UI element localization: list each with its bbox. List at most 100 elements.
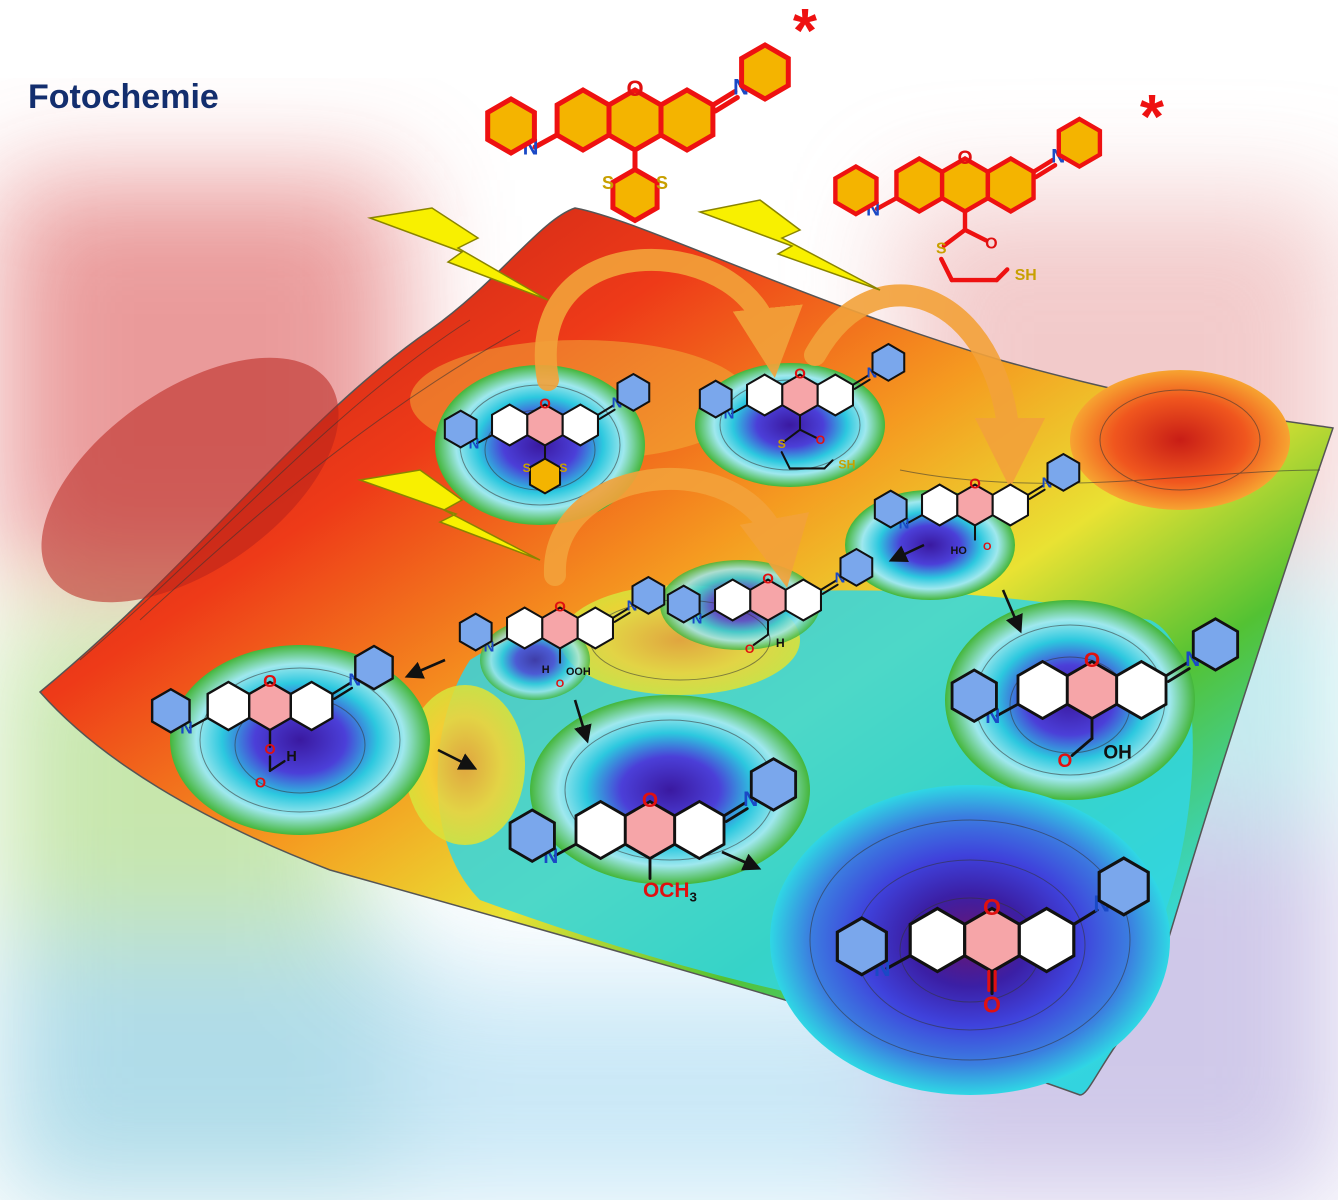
oxygen-label: O <box>816 433 826 447</box>
carboxylic-acid-dye: ONN+OOH <box>950 617 1240 772</box>
oxygen-label: O <box>255 776 266 792</box>
aromatic-ring <box>206 680 251 732</box>
aromatic-ring <box>1115 659 1168 721</box>
piperidine-ring <box>1097 856 1150 917</box>
aromatic-ring <box>985 156 1036 214</box>
formate-dye: ONN+OHO <box>150 644 394 792</box>
oxygen-label: O <box>983 894 1001 920</box>
iminium-nitrogen-label: N <box>627 598 638 615</box>
aromatic-ring <box>991 483 1029 527</box>
sulfur-label: S <box>936 241 947 258</box>
oxygen-label: O <box>626 76 643 101</box>
piperidine-ring <box>698 379 733 419</box>
piperidine-ring <box>666 584 701 624</box>
oxygen-label: O <box>642 789 658 812</box>
oxygen-label: O <box>554 599 566 616</box>
dithiane-ring <box>610 166 660 224</box>
reaction-arrow-icon <box>404 658 446 679</box>
hydrogen-label: H <box>542 664 550 676</box>
oxygen-label: O <box>1058 751 1073 772</box>
aromatic-ring <box>673 799 726 861</box>
aromatic-ring <box>574 799 627 861</box>
piperidine-ring <box>458 612 493 652</box>
piperidine-ring <box>443 409 478 449</box>
oxygen-label: O <box>957 147 972 169</box>
piperidine-ring <box>749 757 798 812</box>
piperidine-ring <box>950 668 998 723</box>
piperidine-ring <box>873 489 908 529</box>
iminium-nitrogen-label: N <box>835 570 846 587</box>
hydroxyl-label: OH <box>1103 742 1132 763</box>
aromatic-ring <box>921 483 959 527</box>
aromatic-ring <box>554 87 612 153</box>
sulfur-label: S <box>559 461 567 475</box>
piperidine-ring <box>739 42 791 102</box>
nitrogen-label: N <box>469 435 480 452</box>
oxygen-label: O <box>762 571 774 588</box>
aromatic-ring <box>576 606 614 650</box>
aromatic-ring <box>506 606 544 650</box>
reaction-arrow-icon <box>437 748 478 770</box>
aromatic-ring <box>784 578 822 622</box>
aromatic-ring <box>894 156 945 214</box>
aromatic-ring <box>1017 906 1076 974</box>
oxygen-label: O <box>985 235 997 252</box>
hydroxyl-label: HO <box>951 545 967 557</box>
sulfur-label: S <box>778 437 786 451</box>
aromatic-ring <box>746 373 784 417</box>
hydroperoxyl-label: OOH <box>566 666 591 678</box>
piperidine-ring <box>839 547 874 587</box>
lightning-bolt-icon <box>367 207 549 301</box>
nitrogen-label: N <box>692 610 703 627</box>
oxygen-label: O <box>745 642 755 656</box>
hydrogen-label: H <box>286 749 296 765</box>
curved-arrow-icon <box>543 467 809 588</box>
lightning-bolt-icons <box>357 199 881 561</box>
aldehyde-dye: ONN+OH <box>666 547 874 656</box>
oxygen-label: O <box>539 396 551 413</box>
piperidine-ring <box>871 342 906 382</box>
thiol-label: SH <box>1015 267 1037 284</box>
molecule-layer: ONN+SSONN+OSSHONN+SSONN+OSSHONN+HOOONN+O… <box>150 42 1240 1017</box>
iminium-nitrogen-label: N <box>612 395 623 412</box>
piperidine-ring <box>1046 452 1081 492</box>
sulfur-label: S <box>602 173 614 193</box>
hydrogen-label: H <box>776 636 785 650</box>
reaction-arrow-icon <box>573 699 592 744</box>
excited-dithiane-dye: ONN+SS <box>485 42 791 224</box>
reaction-arrows <box>404 543 1023 871</box>
piperidine-ring <box>835 916 888 977</box>
piperidine-ring <box>1056 116 1103 170</box>
page-title: Fotochemie <box>28 78 219 116</box>
dithiane-ring <box>528 457 562 495</box>
iminium-nitrogen-label: N <box>867 365 878 382</box>
sulfur-label: S <box>523 461 531 475</box>
piperidine-ring <box>631 575 666 615</box>
excited-state-asterisk-2: * <box>1140 83 1165 152</box>
methoxy-label: OCH3 <box>643 879 697 905</box>
thiol-label: SH <box>838 457 855 471</box>
oxygen-label: O <box>556 678 564 690</box>
methoxy-dye: ONN+OCH3 <box>508 757 798 905</box>
oxygen-label: O <box>263 671 277 691</box>
piperidine-ring <box>616 372 651 412</box>
piperidine-ring <box>354 644 394 691</box>
aromatic-ring <box>561 403 599 447</box>
piperidine-ring <box>485 96 537 156</box>
piperidine-ring <box>833 163 879 217</box>
oxygen-label: O <box>983 541 991 553</box>
aromatic-ring <box>1016 659 1069 721</box>
aromatic-ring <box>658 87 716 153</box>
oxygen-label: O <box>794 366 806 383</box>
aromatic-ring <box>816 373 854 417</box>
curved-arrow-icons <box>534 248 1046 588</box>
lightning-bolt-icon <box>697 199 881 291</box>
piperidine-ring <box>1191 617 1240 672</box>
reaction-arrow-icon <box>888 543 925 563</box>
lightning-bolt-icon <box>357 469 541 561</box>
curved-arrow-icon <box>534 248 803 391</box>
aromatic-ring <box>491 403 529 447</box>
